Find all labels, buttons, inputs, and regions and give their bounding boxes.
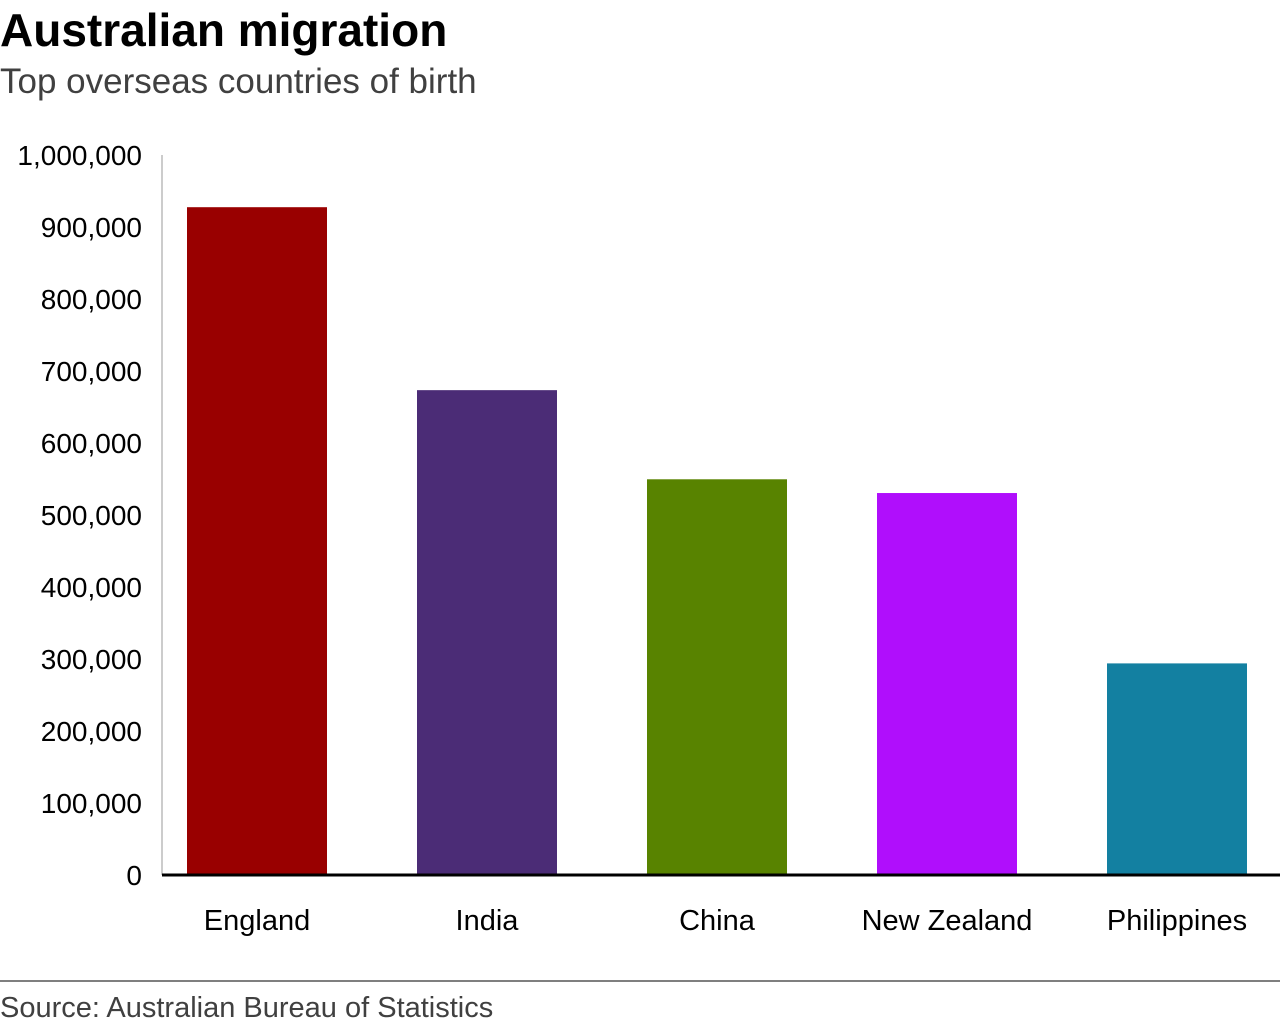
bar-philippines bbox=[1107, 663, 1247, 875]
x-category-label: India bbox=[456, 905, 520, 937]
y-tick-label: 800,000 bbox=[41, 284, 142, 315]
x-axis-labels: England India China New Zealand Philippines bbox=[204, 905, 1247, 937]
y-tick-label: 600,000 bbox=[41, 428, 142, 459]
y-tick-label: 0 bbox=[126, 860, 142, 891]
bars bbox=[187, 207, 1247, 875]
y-tick-label: 1,000,000 bbox=[17, 140, 142, 171]
x-category-label: New Zealand bbox=[862, 905, 1033, 937]
x-category-label: China bbox=[679, 905, 756, 937]
y-tick-label: 200,000 bbox=[41, 716, 142, 747]
y-tick-label: 900,000 bbox=[41, 212, 142, 243]
y-tick-label: 100,000 bbox=[41, 788, 142, 819]
bar-england bbox=[187, 207, 327, 875]
bar-india bbox=[417, 390, 557, 875]
bar-new-zealand bbox=[877, 493, 1017, 875]
chart-subtitle: Top overseas countries of birth bbox=[0, 62, 477, 101]
y-tick-label: 500,000 bbox=[41, 500, 142, 531]
y-tick-label: 700,000 bbox=[41, 356, 142, 387]
x-category-label: England bbox=[204, 905, 310, 937]
x-category-label: Philippines bbox=[1107, 905, 1247, 937]
y-tick-label: 300,000 bbox=[41, 644, 142, 675]
y-axis-ticks: 0 100,000 200,000 300,000 400,000 500,000 600,… bbox=[17, 140, 142, 891]
bar-china bbox=[647, 479, 787, 875]
source-note: Source: Australian Bureau of Statistics bbox=[0, 992, 494, 1024]
footer-divider bbox=[0, 980, 1280, 982]
chart-title: Australian migration bbox=[0, 4, 448, 56]
y-tick-label: 400,000 bbox=[41, 572, 142, 603]
